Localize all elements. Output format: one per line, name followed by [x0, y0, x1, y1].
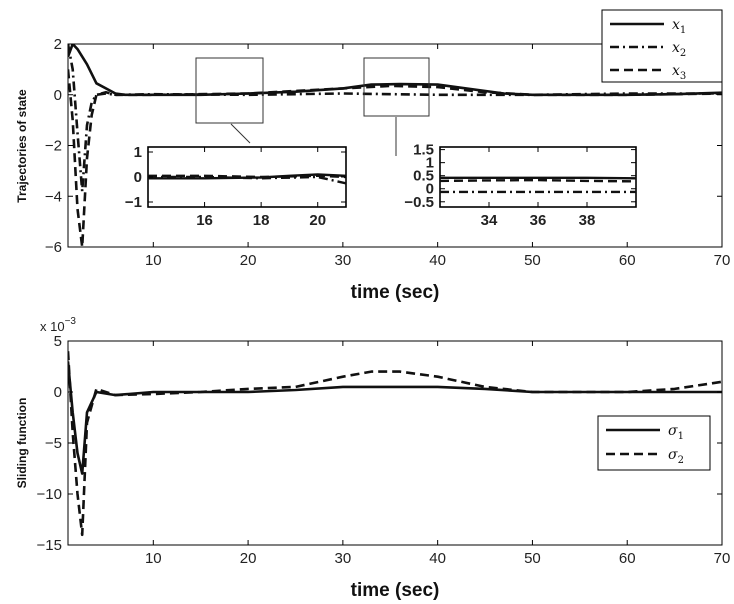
zoom-indicators: [195, 57, 430, 156]
bottom-axis-ticks: 10 20 30 40 50 60 70 −15 −10 −5 0 5: [37, 333, 731, 567]
top-y-tick-label: 2: [54, 36, 62, 53]
bottom-x-axis-label: time (sec): [351, 580, 440, 601]
bottom-y-axis-label: Sliding function: [15, 398, 29, 489]
legend-label-sigma2: σ2: [668, 447, 684, 466]
top-x-tick-label: 30: [335, 252, 352, 269]
top-y-axis-label: Trajectories of state: [15, 89, 29, 203]
top-x-tick-label: 60: [619, 252, 636, 269]
zoom-box-2: [363, 57, 430, 117]
legend-label-x3: x3: [672, 63, 686, 82]
inset-x-tick-label: 36: [530, 212, 547, 229]
inset-y-tick-label: 1.5: [413, 142, 434, 159]
state-trajectories-chart: 16 18 20−101 34 36 38−0.500.511.5 10 20 30 40 50…: [15, 9, 730, 303]
zoom-connector-1: [230, 123, 251, 144]
inset-plot-2: 34 36 38 −0.500.511.5: [404, 142, 637, 229]
bottom-x-tick-label: 60: [619, 550, 636, 567]
bottom-x-tick-label: 10: [145, 550, 162, 567]
sliding-function-chart: 10 20 30 40 50 60 70 −15 −10 −5 0 5 x 10−3 time (se…: [15, 316, 730, 601]
bottom-y-tick-label: 0: [54, 384, 62, 401]
bottom-x-tick-label: 70: [714, 550, 731, 567]
bottom-y-tick-label: −15: [37, 537, 62, 554]
top-axis-ticks: 10 20 30 40 50 60 70−6−4−202: [45, 36, 730, 269]
inset-y-tick-label: 0.5: [413, 168, 434, 185]
top-x-tick-label: 10: [145, 252, 162, 269]
bottom-x-tick-label: 20: [240, 550, 257, 567]
top-x-tick-label: 20: [240, 252, 257, 269]
inset-y-tick-label: 0: [134, 169, 142, 186]
top-y-tick-label: −6: [45, 239, 62, 256]
series-line-x3: [148, 174, 346, 179]
top-legend: x1 x2 x3: [601, 9, 723, 83]
series-line-x3: [68, 69, 722, 247]
inset-y-tick-label: 1: [134, 144, 142, 161]
bottom-x-tick-label: 50: [524, 550, 541, 567]
series-line-x2: [148, 175, 346, 185]
inset-y-tick-label: 1: [426, 155, 434, 172]
series-line-sigma2: [68, 351, 722, 537]
bottom-legend-box: [597, 415, 711, 471]
bottom-y-tick-label: −10: [37, 486, 62, 503]
legend-label-sigma1: σ1: [668, 423, 684, 442]
inset-x-tick-label: 34: [481, 212, 498, 229]
inset-y-tick-label: −0.5: [404, 194, 434, 211]
top-x-tick-label: 40: [429, 252, 446, 269]
series-line-x3: [440, 178, 636, 183]
bottom-x-tick-label: 40: [429, 550, 446, 567]
inset-y-tick-label: −1: [125, 194, 142, 211]
bottom-y-tick-label: 5: [54, 333, 62, 350]
top-series-group: [68, 44, 722, 247]
bottom-x-tick-label: 30: [335, 550, 352, 567]
legend-label-x2: x2: [672, 40, 686, 59]
inset-y-tick-label: 0: [426, 181, 434, 198]
top-x-tick-label: 70: [714, 252, 731, 269]
bottom-series-group: [68, 351, 722, 537]
zoom-box-1: [195, 57, 264, 124]
series-line-x2: [68, 44, 722, 193]
y-multiplier: x 10−3: [40, 316, 76, 334]
top-y-tick-label: −4: [45, 188, 62, 205]
inset-x-tick-label: 18: [253, 212, 270, 229]
inset-x-tick-label: 20: [309, 212, 326, 229]
top-x-tick-label: 50: [524, 252, 541, 269]
inset-x-tick-label: 16: [196, 212, 213, 229]
bottom-y-tick-label: −5: [45, 435, 62, 452]
top-y-tick-label: 0: [54, 87, 62, 104]
top-x-axis-label: time (sec): [351, 282, 440, 303]
inset-plot-1: 16 18 20 −1 0 1: [125, 144, 347, 229]
legend-label-x1: x1: [672, 17, 686, 36]
top-y-tick-label: −2: [45, 138, 62, 155]
inset-x-tick-label: 38: [579, 212, 596, 229]
series-line-x1: [440, 176, 636, 180]
